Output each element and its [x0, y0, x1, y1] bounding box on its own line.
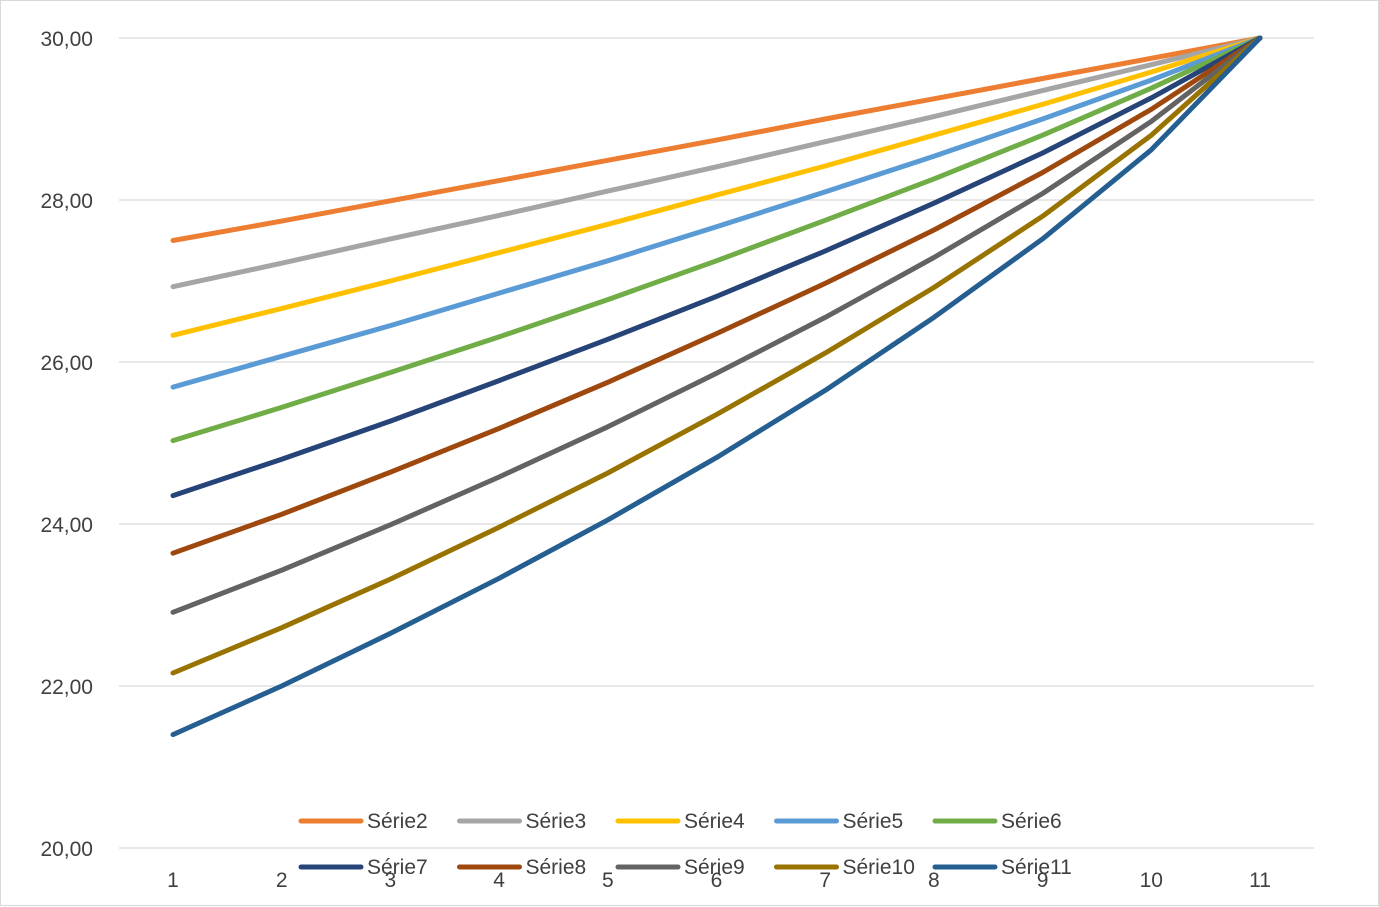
legend-label-s-rie8: Série8 [526, 856, 587, 879]
x-axis-ticks: 1 2 3 4 5 6 7 8 9 10 11 [167, 869, 1271, 892]
series-line-s-rie6 [170, 35, 1263, 444]
x-tick-label: 5 [602, 869, 614, 892]
x-tick-label: 9 [1037, 869, 1049, 892]
x-tick-label: 11 [1249, 869, 1271, 892]
legend-label-s-rie4: Série4 [684, 810, 745, 833]
legend-label-s-rie6: Série6 [1001, 810, 1062, 833]
x-tick-label: 2 [276, 869, 288, 892]
legend: Série2 Série3 Série4 Série5 Série6 Série7 Séri… [298, 810, 1072, 879]
x-tick-label: 6 [711, 869, 723, 892]
y-tick-label: 26,00 [40, 352, 93, 375]
series-line-s-rie4 [170, 35, 1263, 338]
legend-label-s-rie10: Série10 [843, 856, 915, 879]
x-tick-label: 4 [493, 869, 505, 892]
series-line-s-rie7 [170, 35, 1263, 499]
gridlines [119, 37, 1314, 687]
y-tick-label: 20,00 [40, 838, 93, 861]
series-line-s-rie9 [170, 35, 1263, 615]
y-tick-label: 22,00 [40, 676, 93, 699]
legend-label-s-rie5: Série5 [843, 810, 904, 833]
x-tick-label: 7 [819, 869, 831, 892]
x-tick-label: 3 [385, 869, 397, 892]
legend-label-s-rie3: Série3 [526, 810, 587, 833]
series-line-s-rie5 [170, 35, 1263, 390]
legend-label-s-rie9: Série9 [684, 856, 745, 879]
series-line-s-rie8 [170, 35, 1263, 556]
x-tick-label: 10 [1140, 869, 1163, 892]
legend-label-s-rie7: Série7 [367, 856, 428, 879]
y-axis-ticks: 20,00 22,00 24,00 26,00 28,00 30,00 [40, 28, 93, 861]
y-tick-label: 24,00 [40, 514, 93, 537]
x-tick-label: 1 [167, 869, 179, 892]
series-line-s-rie3 [170, 35, 1263, 290]
series-lines [170, 35, 1263, 738]
series-line-s-rie10 [170, 35, 1263, 676]
series-line-s-rie2 [170, 35, 1263, 243]
y-tick-label: 30,00 [40, 28, 93, 51]
legend-label-s-rie11: Série11 [1001, 856, 1072, 879]
series-line-s-rie11 [170, 35, 1263, 738]
legend-label-s-rie2: Série2 [367, 810, 428, 833]
y-tick-label: 28,00 [40, 190, 93, 213]
x-tick-label: 8 [928, 869, 940, 892]
